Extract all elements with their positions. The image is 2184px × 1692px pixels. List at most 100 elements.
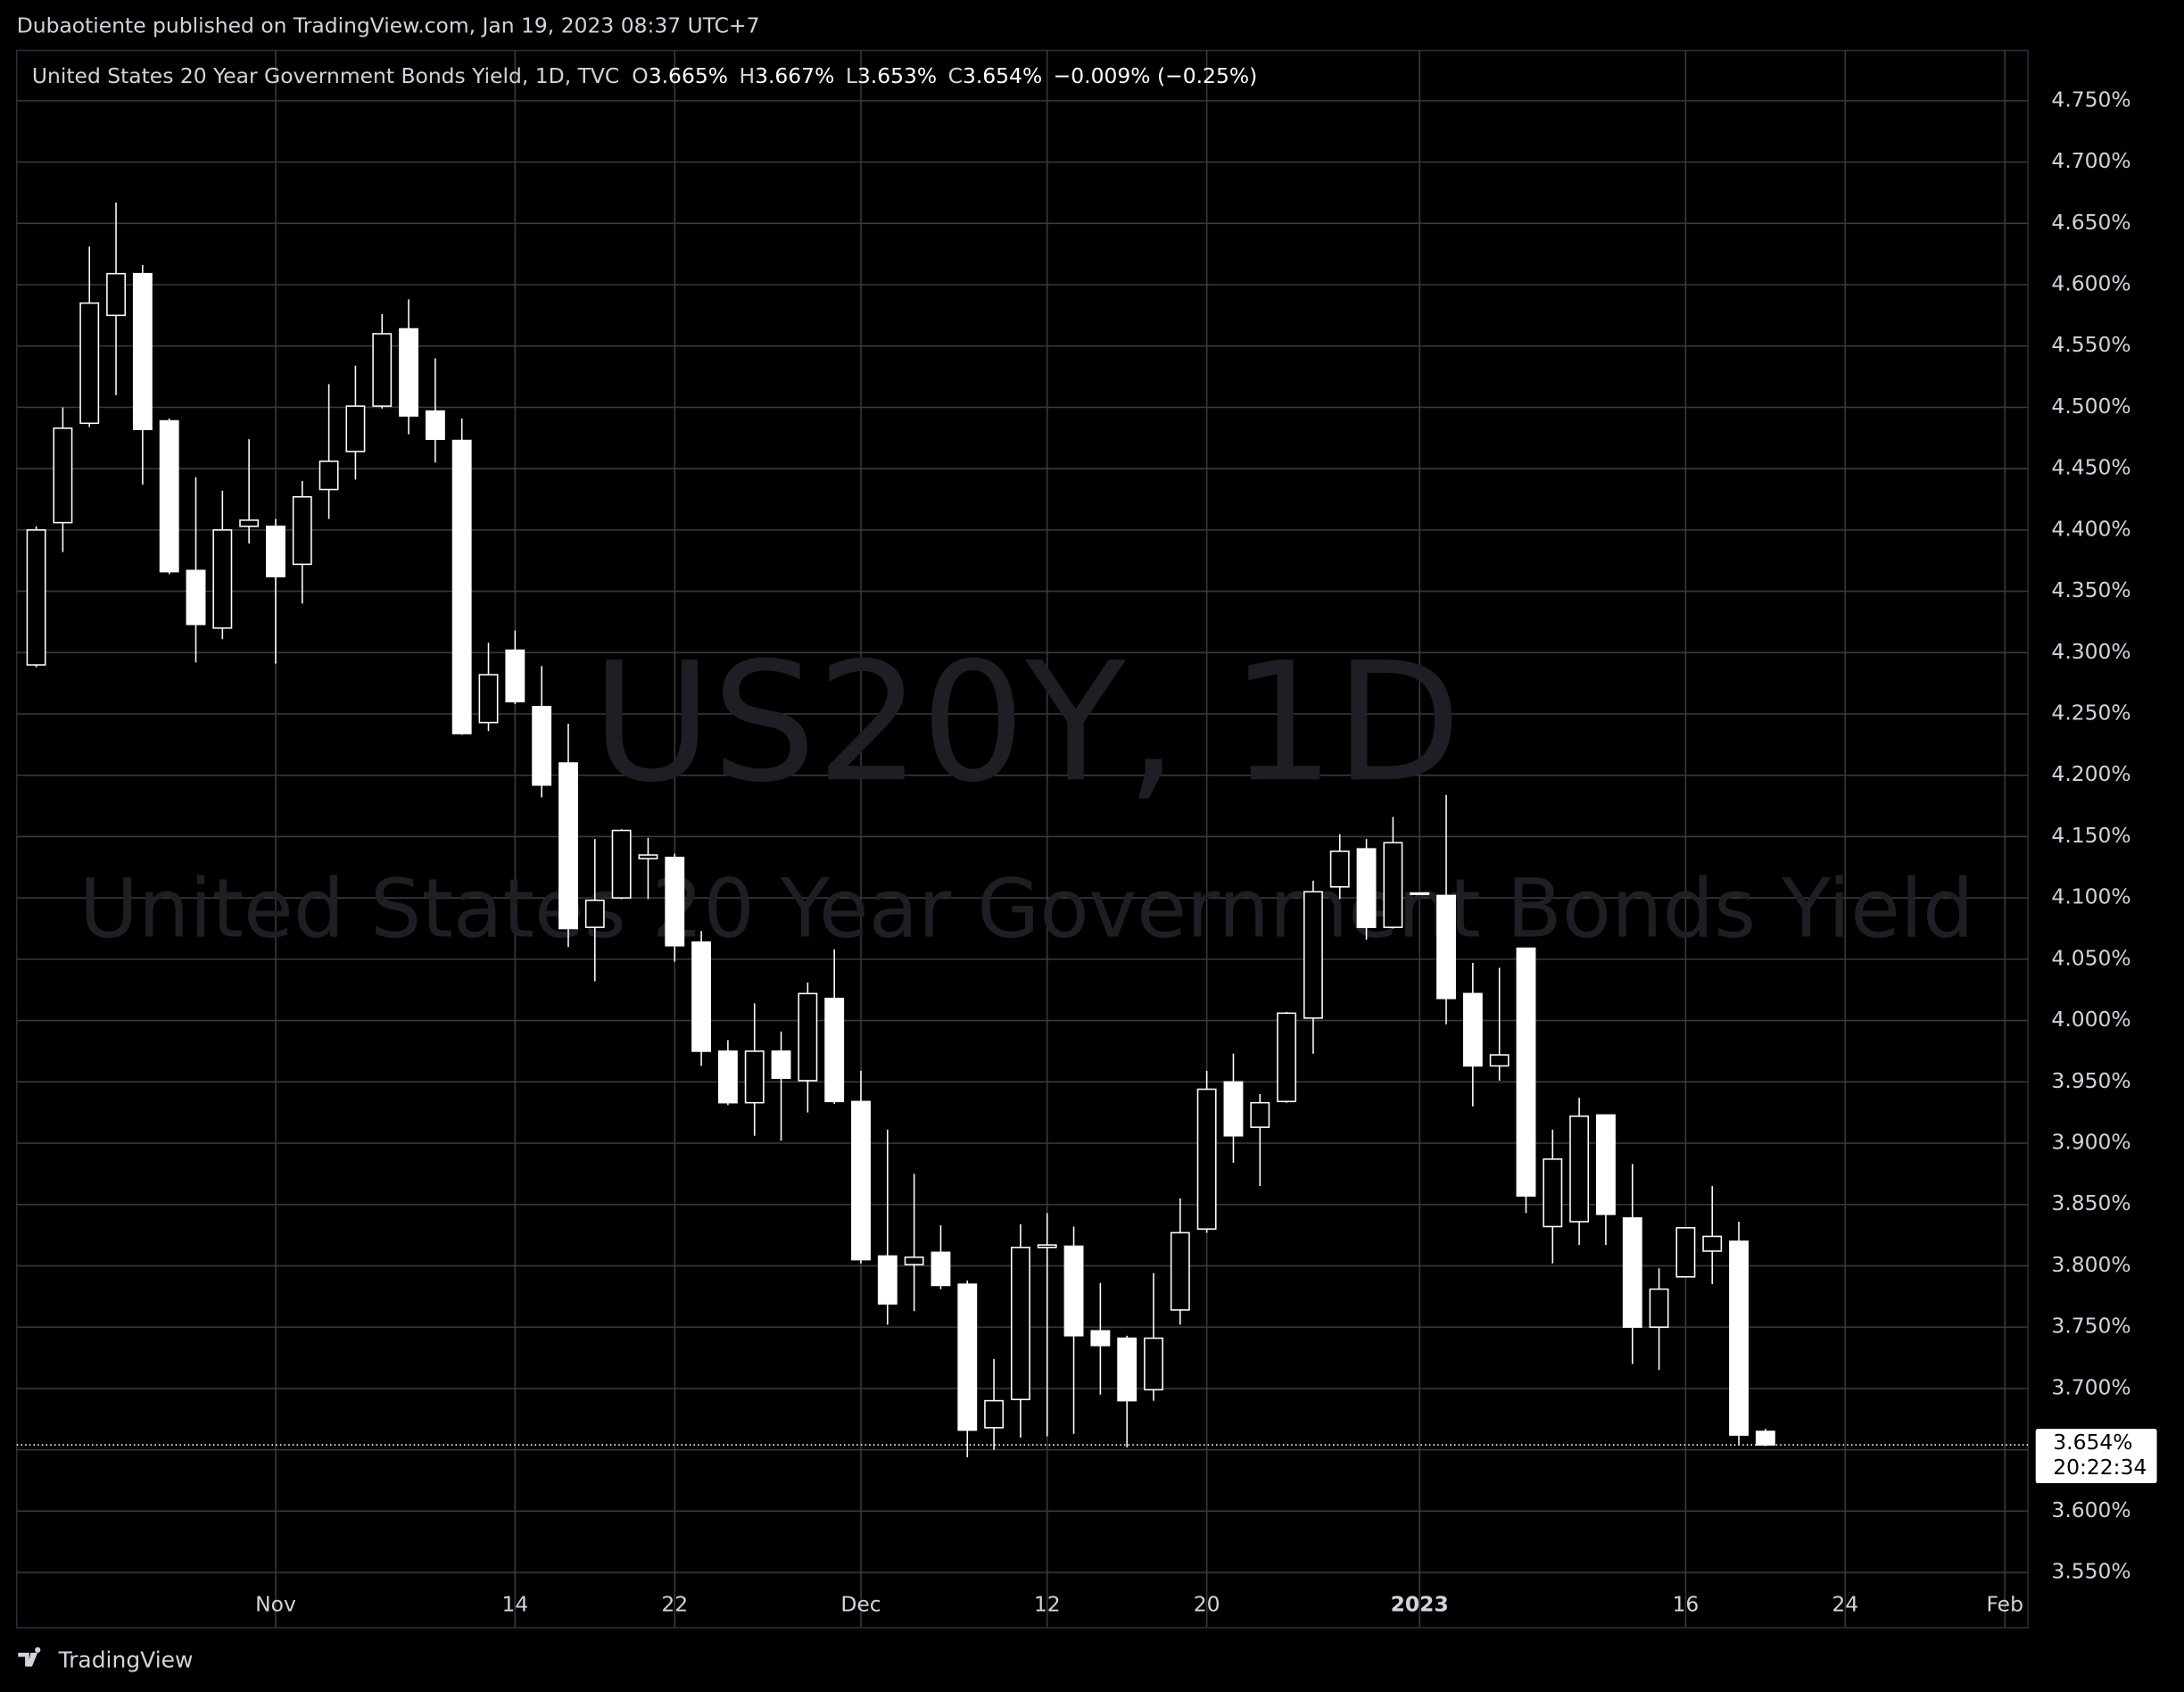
candle-body — [877, 1255, 898, 1305]
last-price-label: 3.654% — [2053, 1430, 2132, 1455]
candle-body — [1649, 1288, 1669, 1328]
candle-body — [505, 649, 525, 703]
candle-body — [824, 998, 845, 1103]
last-price-box — [2034, 1427, 2159, 1485]
legend-value: 3.667% — [755, 63, 834, 88]
y-tick-label: 4.750% — [2051, 87, 2130, 112]
x-tick-label: Dec — [840, 1591, 881, 1616]
candle-body — [372, 333, 393, 407]
candle-body — [106, 272, 126, 317]
legend-key: L — [846, 63, 857, 88]
legend-key: O — [632, 63, 648, 88]
candle-body — [1462, 992, 1483, 1067]
candle-body — [1303, 891, 1323, 1019]
candle-body — [1729, 1240, 1749, 1436]
candle-body — [186, 569, 206, 626]
candle-body — [1489, 1054, 1510, 1067]
candle-body — [638, 854, 658, 859]
y-tick-label: 3.550% — [2051, 1559, 2130, 1584]
y-tick-label: 4.000% — [2051, 1007, 2130, 1032]
legend-key: C — [948, 63, 963, 88]
y-tick-label: 3.900% — [2051, 1130, 2130, 1155]
candle-body — [532, 705, 552, 786]
y-tick-label: 3.750% — [2051, 1314, 2130, 1339]
x-tick-label: 2023 — [1391, 1591, 1449, 1616]
candle-body — [851, 1100, 871, 1261]
candle-body — [1569, 1115, 1590, 1223]
x-tick-label: Nov — [255, 1591, 296, 1616]
candle-body — [1516, 947, 1536, 1197]
x-tick-label: Feb — [1987, 1591, 2023, 1616]
candle-body — [212, 529, 233, 629]
legend-value: 3.653% — [857, 63, 937, 88]
candle-body — [53, 427, 73, 524]
candle-body — [478, 674, 499, 724]
legend-value: 3.665% — [649, 63, 728, 88]
y-tick-label: 4.400% — [2051, 516, 2130, 541]
candles — [16, 202, 2029, 1457]
candle-body — [984, 1399, 1005, 1429]
y-tick-label: 4.650% — [2051, 210, 2130, 235]
y-tick-label: 4.250% — [2051, 701, 2130, 726]
candle-body — [79, 302, 100, 425]
y-tick-label: 4.450% — [2051, 455, 2130, 480]
candle-body — [26, 529, 46, 666]
candle-body — [1250, 1101, 1270, 1128]
candle-body — [1010, 1247, 1030, 1401]
x-tick-label: 16 — [1672, 1591, 1699, 1616]
candle-body — [1196, 1088, 1217, 1230]
candle-body — [345, 405, 366, 452]
y-tick-label: 4.200% — [2051, 761, 2130, 786]
candle-body — [266, 525, 285, 577]
y-tick-label: 3.600% — [2051, 1497, 2130, 1522]
candle-body — [1675, 1227, 1696, 1278]
candle-body — [558, 762, 578, 930]
x-tick-label: 24 — [1832, 1591, 1858, 1616]
y-tick-label: 4.300% — [2051, 639, 2130, 664]
footer-brand: TradingView — [58, 1646, 194, 1672]
candle-body — [584, 900, 605, 928]
candle-body — [239, 519, 260, 527]
candle-body — [1117, 1337, 1138, 1402]
grid — [16, 50, 2029, 1628]
candle-body — [665, 857, 685, 947]
candle-body — [1622, 1217, 1642, 1328]
candle-body — [159, 419, 179, 573]
candle-body — [132, 272, 153, 430]
candle-body — [611, 829, 632, 899]
y-tick-label: 3.950% — [2051, 1068, 2130, 1093]
y-tick-label: 4.600% — [2051, 271, 2130, 296]
candle-body — [1755, 1431, 1775, 1446]
footer: TradingView — [18, 1646, 193, 1672]
y-tick-label: 4.050% — [2051, 945, 2130, 970]
x-tick-label: 22 — [661, 1591, 688, 1616]
y-tick-label: 4.700% — [2051, 148, 2130, 173]
candle-body — [1144, 1337, 1163, 1391]
y-tick-label: 4.550% — [2051, 332, 2130, 357]
candle-body — [771, 1050, 791, 1079]
candle-body — [1702, 1235, 1723, 1252]
legend-change: −0.009% (−0.25%) — [1054, 63, 1258, 88]
candle-body — [1090, 1330, 1111, 1347]
candle-body — [717, 1050, 738, 1104]
legend-key: H — [739, 63, 755, 88]
legend-value: 3.654% — [963, 63, 1042, 88]
candle-body — [798, 992, 818, 1082]
candle-body — [904, 1257, 924, 1265]
legend-symbol: United States 20 Year Government Bonds Y… — [32, 63, 619, 88]
candle-body — [425, 410, 445, 440]
axes: 3.550%3.600%3.650%3.700%3.750%3.800%3.85… — [255, 87, 2159, 1616]
y-tick-label: 4.150% — [2051, 823, 2130, 848]
candle-body — [1410, 892, 1430, 896]
candle-body — [1596, 1114, 1616, 1215]
countdown: 20:22:34 — [2053, 1455, 2147, 1480]
watermark-symbol: US20Y, 1D — [592, 627, 1461, 818]
y-tick-label: 3.700% — [2051, 1374, 2130, 1399]
x-tick-label: 12 — [1034, 1591, 1061, 1616]
y-tick-label: 4.100% — [2051, 884, 2130, 909]
candle-body — [1383, 842, 1403, 928]
header: Dubaotiente published on TradingView.com… — [17, 13, 760, 38]
candle-body — [451, 439, 472, 734]
